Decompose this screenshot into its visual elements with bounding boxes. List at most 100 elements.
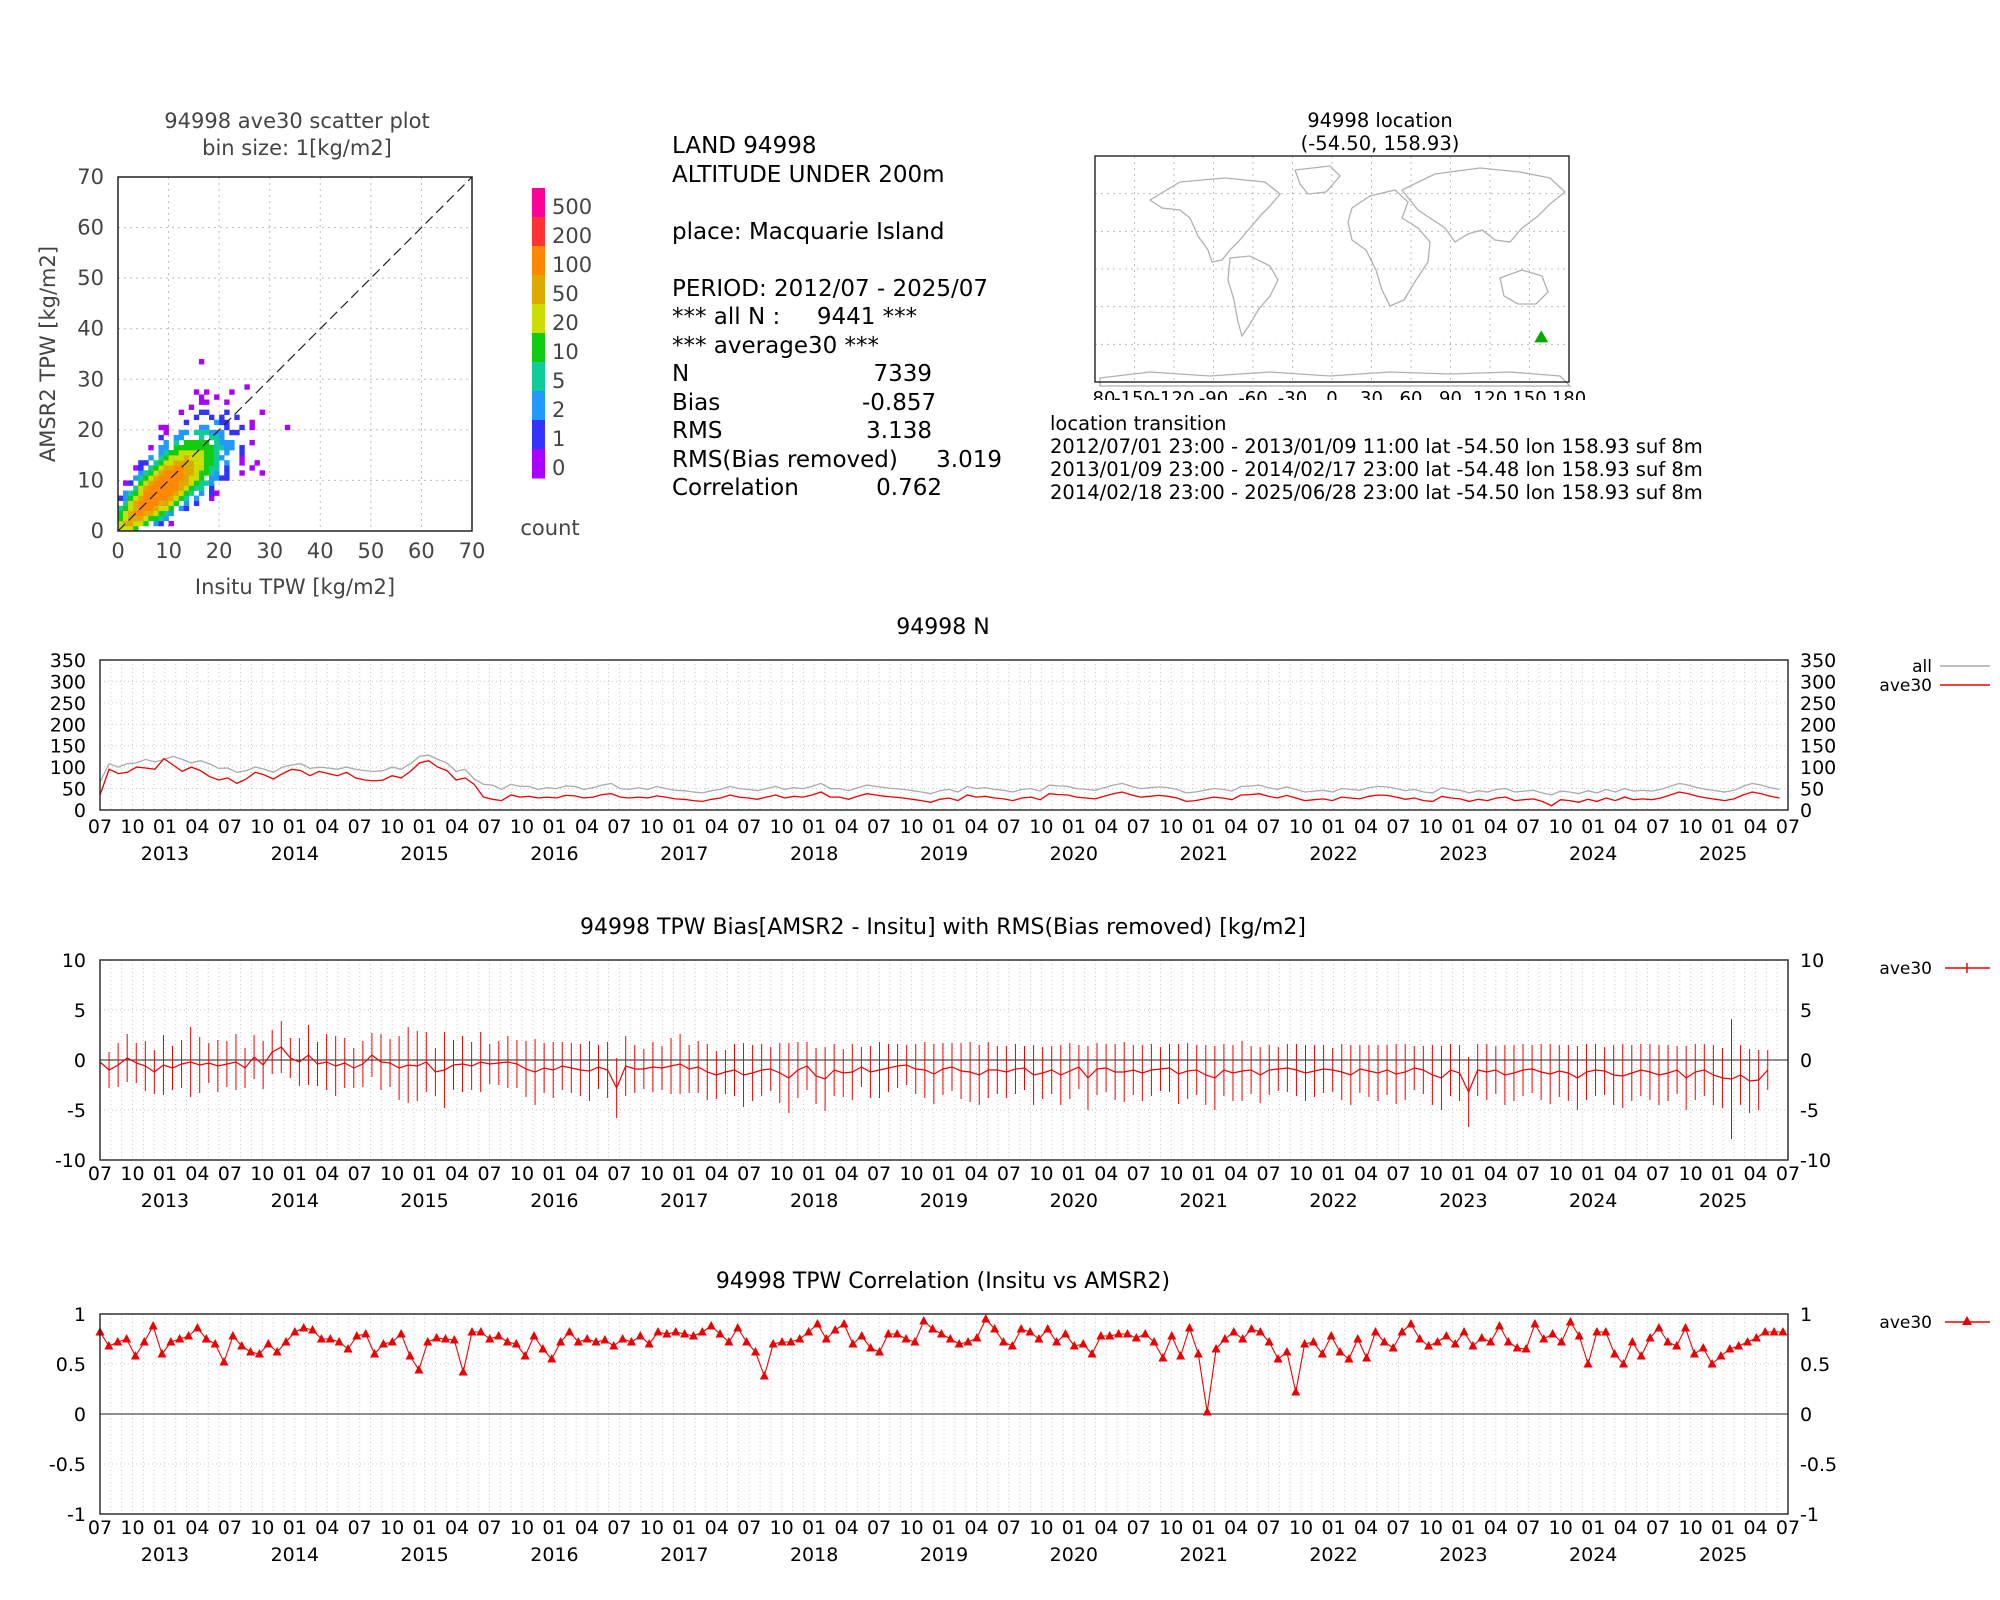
map-lon-label: -180 (1090, 388, 1115, 400)
correlation-point (981, 1314, 991, 1323)
month-tick-label: 01 (283, 816, 307, 838)
transition-title: location transition (1050, 412, 1227, 435)
stat-row-n: N 7339 (672, 360, 1072, 389)
correlation-point (1016, 1324, 1026, 1333)
scatter-bin (203, 429, 210, 436)
colorbar-segment (532, 188, 545, 218)
correlation-point (1184, 1323, 1194, 1332)
scatter-bin (183, 500, 190, 507)
corr-frame (99, 1313, 1789, 1515)
scatter-bin (219, 434, 225, 441)
scatter-bin (128, 525, 134, 532)
scatter-bin (118, 510, 124, 517)
scatter-bin (123, 515, 129, 522)
scatter-bin (123, 520, 129, 527)
transition-line: 2014/02/18 23:00 - 2025/06/28 23:00 lat … (1050, 481, 1703, 504)
scatter-bin (138, 510, 144, 517)
map-lon-ticks: -180-150-120 -90 -60 -30 0 30 60 90 120 150 180 (1090, 388, 1586, 400)
month-tick-label: 01 (932, 1163, 956, 1185)
correlation-point (1716, 1351, 1726, 1360)
scatter-bin (203, 480, 210, 486)
scatter-bin (138, 470, 144, 476)
month-tick-label: 10 (510, 816, 534, 838)
correlation-point (210, 1339, 220, 1348)
correlation-point (582, 1334, 592, 1343)
correlation-point (1654, 1323, 1664, 1332)
correlation-point (1769, 1327, 1779, 1336)
month-tick-label: 04 (1224, 1517, 1248, 1539)
scatter-bin (138, 485, 144, 491)
correlation-point (1238, 1334, 1248, 1343)
month-tick-label: 04 (835, 1517, 859, 1539)
scatter-bin (158, 475, 164, 481)
scatter-bin (148, 515, 154, 522)
scatter-bin (198, 475, 205, 481)
scatter-bin (163, 424, 169, 431)
month-tick-label: 04 (1354, 1517, 1378, 1539)
correlation-point (325, 1334, 335, 1343)
stat-value: 0.762 (876, 475, 942, 501)
month-tick-label: 10 (770, 816, 794, 838)
correlation-chart: 94998 TPW Correlation (Insitu vs AMSR2) … (49, 1269, 1990, 1566)
correlation-point (511, 1339, 521, 1348)
map-lon-label: 30 (1360, 388, 1383, 400)
scatter-bin (214, 465, 220, 471)
stat-label: N (672, 361, 690, 387)
month-tick-label: 07 (607, 816, 631, 838)
scatter-bin (178, 434, 185, 441)
correlation-point (1734, 1341, 1744, 1350)
correlation-point (520, 1351, 530, 1360)
scatter-bin (118, 515, 124, 522)
y-tick-label: 0 (74, 1404, 86, 1426)
y-tick-label-right: 0 (1800, 1404, 1812, 1426)
correlation-point (316, 1334, 326, 1343)
scatter-bin (173, 460, 179, 466)
month-tick-label: 10 (640, 816, 664, 838)
place-line: place: Macquarie Island (672, 218, 945, 245)
month-tick-label: 01 (802, 1517, 826, 1539)
month-tick-label: 04 (1614, 1517, 1638, 1539)
y-tick-label-right: 300 (1800, 671, 1836, 693)
year-tick-label: 2023 (1439, 1544, 1487, 1566)
scatter-bin (158, 460, 164, 466)
correlation-point (1539, 1334, 1549, 1343)
month-tick-label: 10 (1679, 1163, 1703, 1185)
month-tick-label: 10 (640, 1517, 664, 1539)
map-lon-label: 150 (1512, 388, 1546, 400)
scatter-bin (209, 470, 215, 476)
scatter-bin (183, 505, 190, 512)
colorbar-segment (532, 362, 545, 392)
scatter-bin (178, 475, 185, 481)
scatter-bin (229, 429, 235, 436)
month-tick-label: 01 (542, 1163, 566, 1185)
month-tick-label: 04 (1743, 816, 1767, 838)
scatter-bin (209, 465, 215, 471)
correlation-point (990, 1324, 1000, 1333)
correlation-point (1698, 1343, 1708, 1352)
correlation-point (874, 1347, 884, 1356)
scatter-bin (188, 490, 195, 496)
scatter-bin (219, 429, 225, 436)
scatter-bin (259, 470, 265, 476)
scatter-bin (224, 409, 230, 415)
correlation-point (609, 1341, 619, 1350)
scatter-bin (239, 455, 245, 461)
year-tick-label: 2019 (920, 843, 968, 865)
scatter-bin (163, 470, 169, 476)
correlation-point (998, 1337, 1008, 1346)
station-marker-icon (1534, 330, 1549, 343)
y-tick-label-right: 250 (1800, 693, 1836, 715)
scatter-bin (158, 495, 164, 501)
scatter-bin (224, 439, 230, 446)
stat-label: RMS (672, 418, 723, 444)
scatter-x-label: Insitu TPW [kg/m2] (195, 575, 395, 599)
scatter-bin (183, 480, 190, 486)
year-tick-label: 2016 (530, 843, 578, 865)
year-tick-label: 2015 (400, 843, 448, 865)
greenland-shape (1294, 165, 1341, 195)
scatter-bin (203, 424, 210, 431)
correlation-point (1548, 1329, 1558, 1338)
y-tick-label-right: 350 (1800, 650, 1836, 672)
month-tick-label: 10 (899, 1517, 923, 1539)
x-tick-label: 70 (459, 539, 486, 563)
